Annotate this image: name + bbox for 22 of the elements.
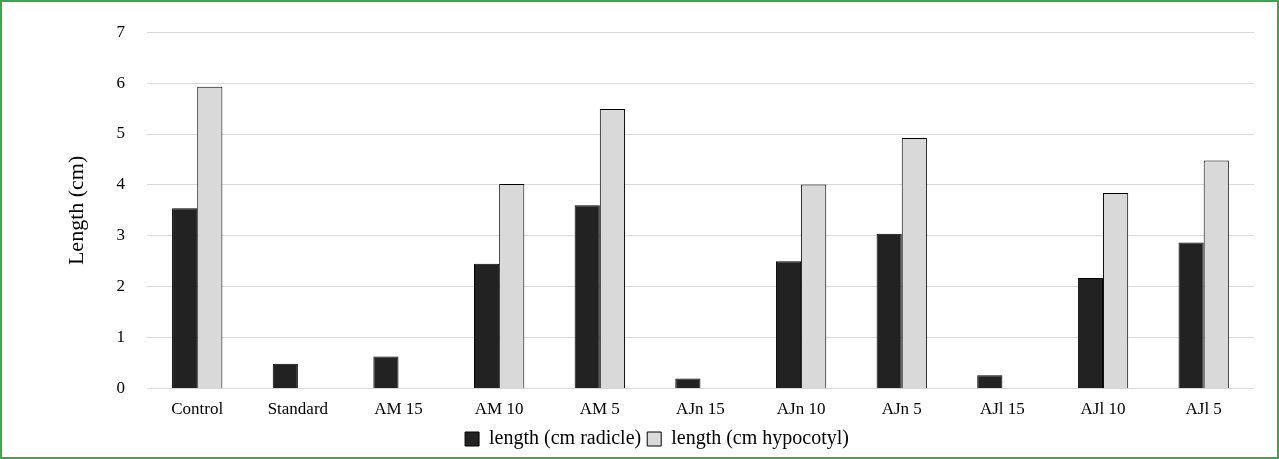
y-tick-label: 6 bbox=[116, 72, 125, 92]
y-tick-label: 1 bbox=[116, 327, 125, 347]
legend-label: length (cm radicle) bbox=[489, 426, 642, 450]
y-axis-title: Length (cm) bbox=[62, 155, 88, 266]
x-tick-label: AM 10 bbox=[474, 399, 524, 419]
x-tick-label: AJn 5 bbox=[881, 399, 922, 419]
y-tick-label: 2 bbox=[116, 276, 125, 296]
x-tick-label: AM 15 bbox=[374, 399, 423, 419]
y-tick-label: 0 bbox=[116, 378, 125, 398]
y-tick-label: 5 bbox=[116, 123, 125, 143]
x-tick-label: AJl 15 bbox=[979, 399, 1025, 419]
x-tick-label: AJl 5 bbox=[1185, 399, 1222, 419]
y-tick-label: 3 bbox=[116, 225, 125, 245]
x-tick-label: AM 5 bbox=[579, 399, 620, 419]
y-tick-label: 4 bbox=[116, 174, 126, 194]
legend-label: length (cm hypocotyl) bbox=[671, 426, 849, 450]
x-tick-label: Standard bbox=[267, 399, 329, 419]
x-tick-label: AJn 10 bbox=[776, 399, 826, 419]
x-tick-label: AJl 10 bbox=[1080, 399, 1126, 419]
y-tick-label: 7 bbox=[116, 21, 126, 41]
x-tick-label: Control bbox=[171, 399, 224, 419]
x-tick-label: AJn 15 bbox=[676, 399, 725, 419]
